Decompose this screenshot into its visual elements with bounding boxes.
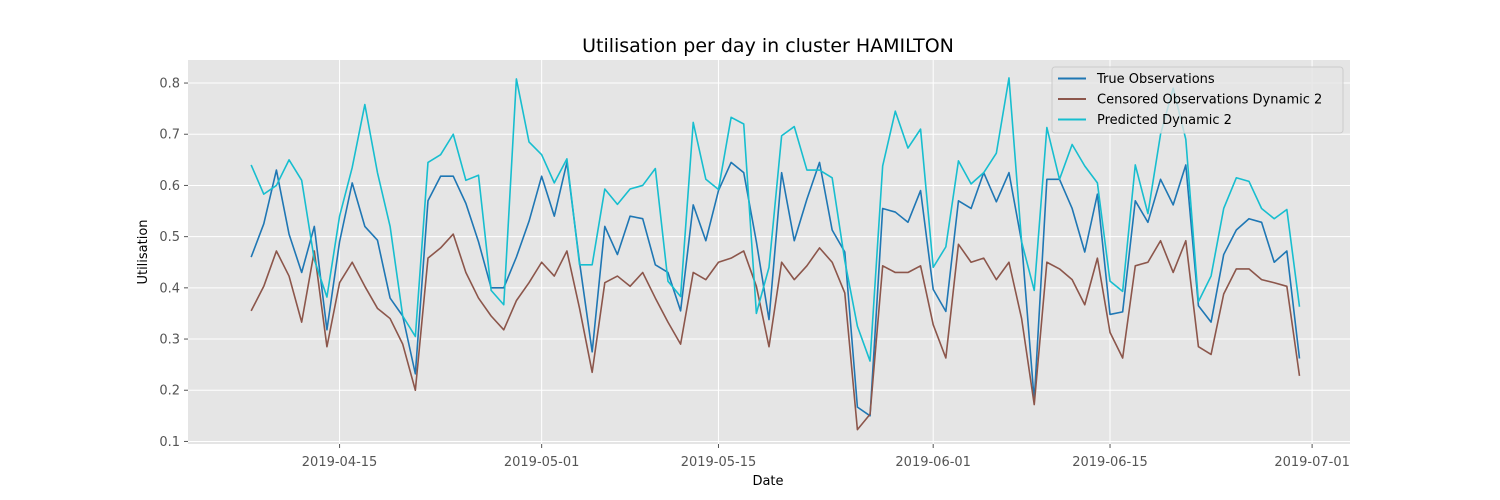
series-line-censored-observations: [250, 233, 1301, 431]
legend-entry-true-observations: True Observations: [1058, 72, 1215, 87]
y-tick-label: 0.5: [159, 230, 180, 245]
y-tick-label: 0.1: [159, 435, 180, 450]
y-tick-label: 0.6: [159, 179, 180, 194]
y-axis-label: Utilisation: [136, 219, 151, 284]
chart-title: Utilisation per day in cluster HAMILTON: [582, 35, 954, 57]
series-line-true-observations: [250, 161, 1301, 417]
legend-box: [1051, 66, 1344, 134]
series-line-predicted: [250, 77, 1301, 362]
x-axis-label: Date: [752, 474, 783, 489]
y-tick-label: 0.8: [159, 77, 180, 92]
legend: True Observations Censored Observations …: [1051, 66, 1344, 134]
legend-label-predicted: Predicted Dynamic 2: [1097, 113, 1232, 128]
series-lines: [250, 77, 1301, 431]
grid-lines: [188, 60, 1350, 444]
x-tick-label: 2019-06-01: [895, 455, 971, 470]
y-tick-label: 0.2: [159, 384, 180, 399]
legend-label-true-observations: True Observations: [1096, 72, 1215, 87]
legend-entry-censored-observations: Censored Observations Dynamic 2: [1058, 93, 1322, 108]
y-axis-ticks: 0.1 0.2 0.3 0.4 0.5 0.6 0.7 0.8: [159, 77, 188, 450]
y-tick-label: 0.4: [159, 281, 180, 296]
legend-label-censored-observations: Censored Observations Dynamic 2: [1097, 93, 1322, 108]
y-tick-label: 0.7: [159, 128, 180, 143]
x-tick-label: 2019-07-01: [1274, 455, 1350, 470]
x-tick-label: 2019-05-01: [504, 455, 580, 470]
x-tick-label: 2019-05-15: [681, 455, 757, 470]
x-tick-label: 2019-04-15: [302, 455, 378, 470]
y-tick-label: 0.3: [159, 333, 180, 348]
legend-entry-predicted: Predicted Dynamic 2: [1058, 113, 1232, 128]
x-tick-label: 2019-06-15: [1072, 455, 1148, 470]
x-axis-ticks: 2019-04-15 2019-05-01 2019-05-15 2019-06-01…: [302, 444, 1350, 470]
